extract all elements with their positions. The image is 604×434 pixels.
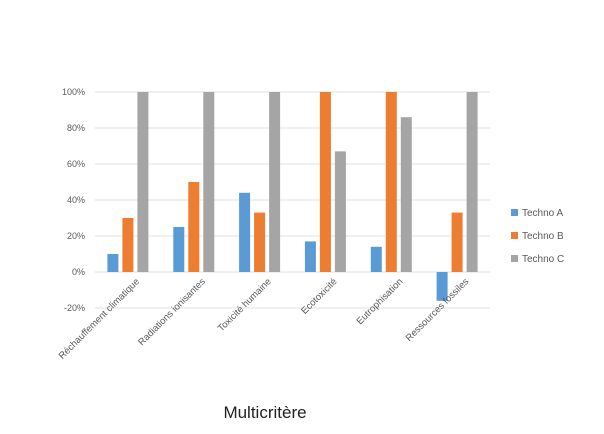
bar-techno-b [385, 92, 397, 272]
bar-techno-b [188, 182, 200, 272]
legend-label: Techno B [522, 231, 564, 242]
bar-techno-b [451, 212, 463, 272]
category-label: Réchauffement climatique [57, 276, 142, 361]
category-label: Toxicité humaine [216, 276, 274, 334]
y-tick-label: 0% [72, 267, 85, 277]
category-label: Radiations ionisantes [136, 276, 208, 348]
bar-techno-b [122, 218, 134, 272]
bar-techno-a [436, 272, 448, 301]
y-tick-label: 60% [67, 159, 85, 169]
bar-techno-a [304, 241, 316, 272]
bar-techno-c [334, 151, 346, 272]
bar-techno-c [466, 92, 478, 272]
legend-swatch [511, 255, 518, 262]
gridlines [95, 91, 490, 309]
y-tick-label: 80% [67, 123, 85, 133]
bars [107, 92, 478, 301]
legend: Techno A Techno B Techno C [511, 208, 564, 265]
bar-techno-a [173, 227, 185, 272]
bar-techno-b [319, 92, 331, 272]
category-label: Ecotoxicité [299, 276, 339, 316]
y-tick-label: 100% [62, 87, 85, 97]
bar-techno-b [254, 212, 266, 272]
bar-techno-c [203, 92, 215, 272]
legend-swatch [511, 232, 518, 239]
bar-techno-c [137, 92, 149, 272]
legend-label: Techno C [522, 254, 564, 265]
legend-label: Techno A [522, 208, 563, 219]
legend-swatch [511, 209, 518, 216]
y-axis-tick-labels: -20% 0% 20% 40% 60% 80% 100% [62, 87, 85, 313]
bar-techno-a [107, 254, 119, 272]
bar-techno-a [370, 246, 382, 272]
bar-techno-a [239, 192, 251, 272]
chart-title: Multicritère [223, 403, 306, 422]
bar-techno-c [269, 92, 281, 272]
y-tick-label: 40% [67, 195, 85, 205]
y-tick-label: 20% [67, 231, 85, 241]
y-tick-label: -20% [64, 303, 85, 313]
category-label: Eutrophisation [355, 276, 406, 327]
bar-techno-c [400, 117, 412, 272]
